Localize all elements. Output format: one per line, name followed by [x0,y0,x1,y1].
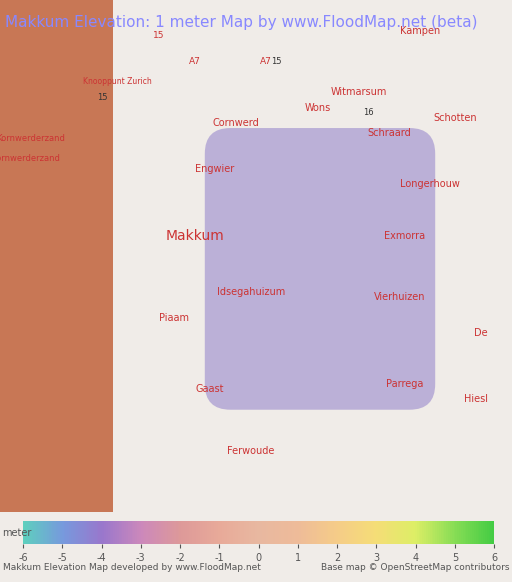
Text: 16: 16 [364,108,374,117]
Text: 15: 15 [153,31,164,40]
Text: A7: A7 [260,57,272,66]
Text: Longerhouw: Longerhouw [400,179,460,189]
Text: Ferwoude: Ferwoude [227,446,274,456]
Text: Vierhuizen: Vierhuizen [374,292,425,302]
Text: Gaast: Gaast [196,384,224,394]
Text: Makkum Elevation Map developed by www.FloodMap.net: Makkum Elevation Map developed by www.Fl… [3,563,261,572]
Text: Kornwerderzand: Kornwerderzand [0,134,65,143]
Text: Makkum: Makkum [165,229,224,243]
Text: Hiesl: Hiesl [464,395,488,404]
Text: Schraard: Schraard [367,128,411,138]
Text: Exmorra: Exmorra [384,230,425,240]
Text: Parrega: Parrega [386,379,423,389]
FancyBboxPatch shape [205,128,435,410]
Text: De: De [475,328,488,338]
Text: Idsegahuizum: Idsegahuizum [217,287,285,297]
Text: Kornwerderzand: Kornwerderzand [0,154,60,164]
Text: Base map © OpenStreetMap contributors: Base map © OpenStreetMap contributors [321,563,509,572]
Text: Makkum Elevation: 1 meter Map by www.FloodMap.net (beta): Makkum Elevation: 1 meter Map by www.Flo… [5,15,478,30]
Text: 15: 15 [97,93,108,102]
Text: Wons: Wons [304,102,331,112]
Bar [0,0,113,512]
Text: Engwier: Engwier [196,164,234,174]
Text: 15: 15 [271,57,282,66]
Text: Kampen: Kampen [400,26,440,36]
Text: Cornwerd: Cornwerd [212,118,259,128]
Text: meter: meter [3,527,32,538]
Text: Piaam: Piaam [159,313,189,322]
Text: Schotten: Schotten [434,113,478,123]
Text: A7: A7 [188,57,201,66]
Text: Knooppunt Zurich: Knooppunt Zurich [83,77,152,87]
Text: Witmarsum: Witmarsum [330,87,387,97]
